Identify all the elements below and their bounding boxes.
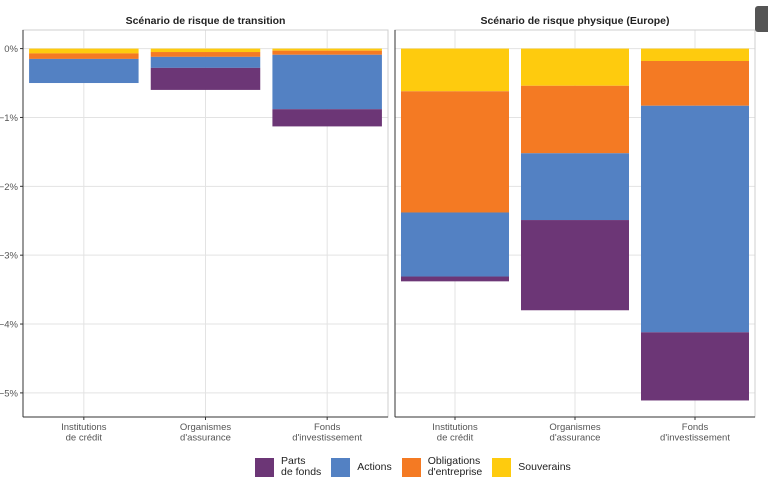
bar-segment — [521, 48, 629, 86]
bar-segment — [641, 60, 749, 106]
bar-segment — [641, 105, 749, 333]
x-tick-label: d'assurance — [550, 433, 601, 444]
bar-segment — [521, 220, 629, 311]
x-tick-label: Organismes — [549, 422, 600, 433]
legend-swatch — [255, 457, 274, 477]
x-tick-label: d'assurance — [180, 433, 231, 444]
panel-toggle-button[interactable] — [755, 6, 768, 32]
y-tick-label: 0% — [4, 44, 18, 55]
bar-segment — [641, 332, 749, 401]
legend-label: Obligations d'entreprise — [427, 455, 483, 478]
y-tick-label: −1% — [0, 113, 19, 124]
x-tick-label: d'investissement — [660, 433, 730, 444]
bar-segment — [29, 48, 139, 54]
x-tick-label: de crédit — [437, 433, 474, 444]
bar-segment — [150, 48, 261, 53]
bar-segment — [150, 67, 261, 90]
x-tick-label: Organismes — [180, 422, 231, 433]
bar-segment — [29, 58, 139, 84]
legend-label: Actions — [357, 460, 392, 473]
bar-segment — [150, 56, 261, 68]
bar-segment — [272, 54, 382, 110]
legend-swatch — [331, 457, 351, 477]
legend-label: Souverains — [518, 460, 571, 473]
bar-segment — [150, 52, 261, 57]
legend-label: Parts de fonds — [281, 455, 322, 478]
y-tick-label: −2% — [0, 182, 19, 193]
legend-item-actions[interactable]: Actions — [331, 457, 392, 477]
bar-segment — [401, 276, 509, 282]
bar-segment — [641, 48, 749, 61]
y-tick-label: −4% — [0, 320, 19, 331]
bar-segment — [401, 48, 509, 92]
x-tick-label: Fonds — [682, 422, 709, 433]
x-tick-label: Fonds — [314, 422, 341, 433]
y-tick-label: −3% — [0, 251, 19, 262]
chart-title: Scénario de risque de transition — [126, 15, 286, 27]
legend-swatch — [492, 457, 512, 477]
bar-segment — [272, 48, 382, 51]
bar-segment — [29, 53, 139, 59]
bar-segment — [272, 50, 382, 55]
legend-swatch — [401, 457, 421, 477]
legend-item-obligations[interactable]: Obligations d'entreprise — [401, 455, 483, 478]
bar-segment — [401, 91, 509, 213]
x-tick-label: Institutions — [432, 422, 478, 433]
bar-segment — [521, 85, 629, 154]
bar-segment — [272, 109, 382, 127]
x-tick-label: de crédit — [66, 433, 103, 444]
legend: Parts de fonds Actions Obligations d'ent… — [255, 456, 581, 478]
chart-title: Scénario de risque physique (Europe) — [480, 15, 669, 27]
y-tick-label: −5% — [0, 388, 19, 399]
bar-segment — [401, 212, 509, 277]
legend-item-souverains[interactable]: Souverains — [492, 457, 571, 477]
x-tick-label: Institutions — [61, 422, 107, 433]
legend-item-parts-de-fonds[interactable]: Parts de fonds — [255, 456, 321, 478]
bar-segment — [521, 153, 629, 221]
x-tick-label: d'investissement — [292, 433, 362, 444]
